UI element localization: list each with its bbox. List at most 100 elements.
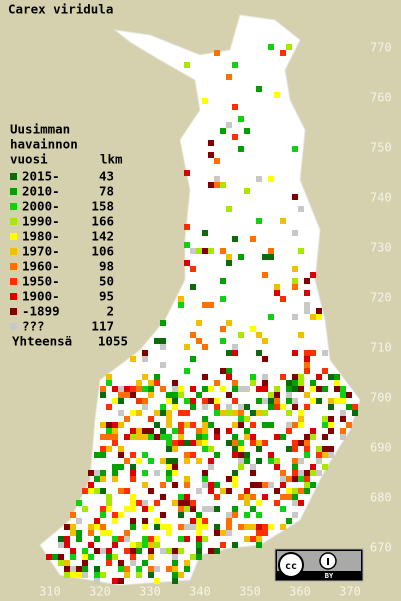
observation-square [118, 560, 124, 566]
legend-heading: vuosi [10, 152, 48, 167]
observation-square [112, 386, 118, 392]
observation-square [214, 50, 220, 56]
observation-square [184, 368, 190, 374]
observation-square [148, 434, 154, 440]
observation-square [130, 476, 136, 482]
observation-square [340, 398, 346, 404]
observation-square [220, 182, 226, 188]
observation-square [148, 566, 154, 572]
legend-label: 1970- [22, 244, 60, 259]
observation-square [214, 494, 220, 500]
observation-square [190, 524, 196, 530]
observation-square [112, 512, 118, 518]
observation-square [304, 368, 310, 374]
legend-label: 1900- [22, 289, 60, 304]
observation-square [232, 440, 238, 446]
observation-square [316, 446, 322, 452]
easting-label: 330 [139, 585, 161, 599]
observation-square [196, 458, 202, 464]
observation-square [214, 176, 220, 182]
legend-swatch [10, 323, 17, 330]
observation-square [136, 572, 142, 578]
observation-square [328, 404, 334, 410]
observation-square [232, 344, 238, 350]
observation-square [226, 206, 232, 212]
observation-square [292, 470, 298, 476]
legend-total: 1055 [98, 334, 128, 349]
observation-square [214, 158, 220, 164]
observation-square [106, 494, 112, 500]
observation-square [172, 428, 178, 434]
observation-square [190, 506, 196, 512]
observation-square [142, 350, 148, 356]
observation-square [196, 440, 202, 446]
observation-square [88, 524, 94, 530]
observation-square [154, 500, 160, 506]
observation-square [94, 488, 100, 494]
observation-square [292, 488, 298, 494]
observation-square [202, 440, 208, 446]
observation-square [232, 410, 238, 416]
observation-square [292, 476, 298, 482]
observation-square [340, 428, 346, 434]
observation-square [118, 464, 124, 470]
observation-square [352, 404, 358, 410]
observation-square [88, 470, 94, 476]
northing-label: 670 [370, 541, 392, 555]
observation-square [262, 410, 268, 416]
observation-square [250, 326, 256, 332]
observation-square [280, 434, 286, 440]
observation-square [226, 122, 232, 128]
observation-square [316, 314, 322, 320]
observation-square [274, 386, 280, 392]
observation-square [112, 470, 118, 476]
observation-square [94, 536, 100, 542]
observation-square [70, 530, 76, 536]
observation-square [112, 476, 118, 482]
observation-square [340, 434, 346, 440]
northing-label: 770 [370, 41, 392, 55]
observation-square [166, 524, 172, 530]
observation-square [88, 482, 94, 488]
observation-square [250, 536, 256, 542]
observation-square [316, 386, 322, 392]
observation-square [238, 116, 244, 122]
observation-square [178, 500, 184, 506]
observation-square [142, 518, 148, 524]
observation-square [154, 470, 160, 476]
observation-square [76, 500, 82, 506]
observation-square [106, 380, 112, 386]
observation-square [94, 524, 100, 530]
observation-square [94, 470, 100, 476]
northing-label: 760 [370, 91, 392, 105]
observation-square [292, 404, 298, 410]
observation-square [226, 488, 232, 494]
observation-square [214, 398, 220, 404]
observation-square [88, 488, 94, 494]
observation-square [304, 440, 310, 446]
observation-square [226, 374, 232, 380]
observation-square [202, 446, 208, 452]
observation-square [148, 506, 154, 512]
observation-square [298, 470, 304, 476]
observation-square [136, 380, 142, 386]
observation-square [256, 446, 262, 452]
observation-square [256, 500, 262, 506]
observation-square [136, 398, 142, 404]
observation-square [100, 506, 106, 512]
observation-square [148, 458, 154, 464]
observation-square [178, 302, 184, 308]
observation-square [208, 446, 214, 452]
observation-square [106, 500, 112, 506]
observation-square [112, 440, 118, 446]
observation-square [184, 224, 190, 230]
observation-square [58, 542, 64, 548]
observation-square [304, 308, 310, 314]
observation-square [142, 398, 148, 404]
observation-square [292, 494, 298, 500]
observation-square [64, 524, 70, 530]
observation-square [160, 386, 166, 392]
observation-square [232, 422, 238, 428]
observation-square [226, 524, 232, 530]
